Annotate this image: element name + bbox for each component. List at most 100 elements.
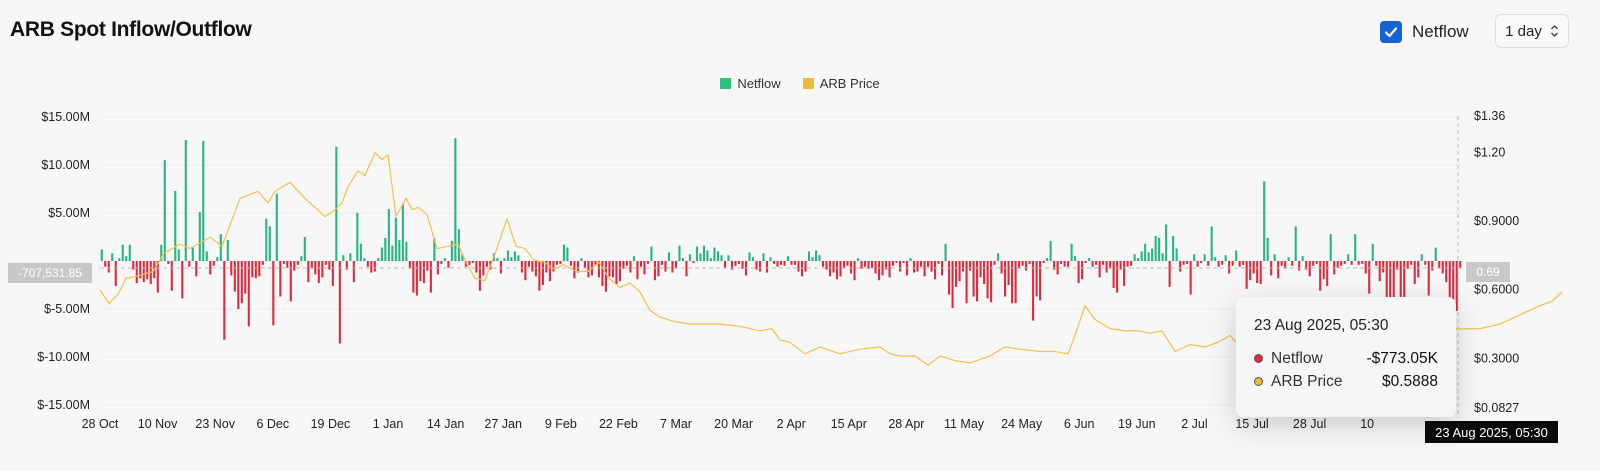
netflow-bar (1102, 261, 1105, 265)
netflow-bar (825, 261, 828, 270)
netflow-bar (776, 261, 779, 267)
netflow-bar (990, 261, 993, 303)
netflow-bar (576, 261, 579, 273)
netflow-checkbox[interactable] (1380, 21, 1402, 43)
netflow-bar (198, 212, 201, 261)
legend-item-netflow[interactable]: Netflow (720, 76, 781, 91)
netflow-bar (1144, 243, 1147, 261)
netflow-bar (268, 226, 271, 261)
netflow-bar (1116, 261, 1119, 293)
netflow-bar (706, 250, 709, 261)
netflow-bar (503, 258, 506, 261)
netflow-bar (233, 261, 236, 292)
netflow-bar (1063, 261, 1066, 267)
netflow-bar (1007, 261, 1010, 285)
netflow-bar (1315, 261, 1318, 264)
netflow-bar (562, 244, 565, 261)
netflow-bar (811, 257, 814, 261)
netflow-bar (790, 261, 793, 265)
netflow-bar (601, 261, 604, 286)
x-tick-label: 14 Jan (427, 417, 465, 431)
netflow-bar (1196, 261, 1199, 267)
netflow-bar (1123, 261, 1126, 286)
netflow-bar (699, 253, 702, 261)
netflow-bar (324, 261, 327, 265)
x-tick-label: 2 Apr (777, 417, 806, 431)
netflow-bar (1221, 261, 1224, 265)
netflow-bar (657, 261, 660, 277)
x-tick-label: 7 Mar (660, 417, 692, 431)
netflow-bar (888, 261, 891, 278)
netflow-bar (1175, 248, 1178, 261)
arb-price-line (99, 151, 1563, 366)
netflow-bar (748, 252, 751, 261)
netflow-bar (762, 253, 765, 261)
netflow-bar (1385, 261, 1388, 304)
netflow-bar (471, 261, 474, 263)
netflow-bar (1459, 261, 1462, 268)
netflow-toggle[interactable]: Netflow (1380, 20, 1469, 44)
netflow-bar (118, 258, 121, 261)
netflow-bar (667, 252, 671, 261)
netflow-bar (1354, 234, 1357, 261)
netflow-bar (1140, 251, 1143, 261)
netflow-bar (1301, 256, 1304, 261)
interval-select[interactable]: 1 day (1495, 14, 1569, 48)
netflow-bar (1042, 261, 1045, 263)
netflow-bar (370, 261, 373, 273)
y-right-tick-label: $0.3000 (1474, 351, 1519, 365)
netflow-bar (1200, 261, 1203, 263)
netflow-bar (863, 261, 867, 267)
netflow-bar (1343, 261, 1346, 264)
netflow-bar (1182, 261, 1185, 265)
netflow-bar (965, 261, 968, 304)
netflow-bar (433, 237, 436, 261)
netflow-bar (317, 261, 320, 284)
netflow-bar (1224, 255, 1227, 261)
netflow-bar (786, 256, 790, 261)
netflow-bar (709, 258, 713, 261)
netflow-bar (1088, 258, 1091, 261)
netflow-bar (482, 261, 485, 276)
netflow-bar (1035, 261, 1038, 297)
netflow-bar (828, 261, 832, 277)
netflow-bar (1424, 261, 1427, 265)
netflow-bar (1231, 261, 1234, 266)
x-tick-label: 6 Dec (256, 417, 289, 431)
netflow-bar (366, 261, 369, 267)
netflow-bar (279, 261, 282, 297)
netflow-bar (1032, 261, 1035, 321)
netflow-bar (688, 254, 692, 261)
netflow-bar (587, 261, 590, 278)
netflow-bar (1039, 261, 1042, 301)
netflow-bar (1242, 261, 1245, 265)
netflow-bar (289, 261, 292, 302)
interval-value: 1 day (1505, 22, 1542, 40)
netflow-bar (142, 261, 145, 283)
netflow-bar (839, 261, 842, 277)
netflow-bar (440, 261, 443, 264)
netflow-bar (1112, 261, 1115, 288)
x-tick-label: 19 Dec (311, 417, 351, 431)
netflow-bar (205, 251, 208, 261)
chart-tooltip: 23 Aug 2025, 05:30 Netflow -$773.05K ARB… (1236, 297, 1456, 417)
legend-item-arb-price[interactable]: ARB Price (802, 76, 880, 91)
netflow-bar (1130, 261, 1133, 266)
netflow-bar (727, 255, 730, 261)
netflow-bar (800, 261, 804, 277)
netflow-bar (741, 261, 744, 269)
netflow-bar (429, 261, 432, 293)
netflow-bar (793, 261, 797, 265)
netflow-bar (660, 261, 664, 265)
netflow-bar (1077, 261, 1080, 284)
x-tick-label: 2 Jul (1181, 417, 1207, 431)
netflow-bar (499, 261, 502, 274)
netflow-bar (1368, 261, 1371, 294)
netflow-bar (272, 261, 275, 326)
netflow-bar (1186, 261, 1189, 264)
netflow-bar (538, 261, 541, 291)
netflow-bar (1084, 261, 1087, 263)
netflow-bar (755, 261, 758, 270)
y-left-tick-label: $15.00M (41, 110, 90, 124)
